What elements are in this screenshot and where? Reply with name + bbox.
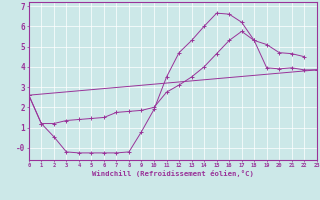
X-axis label: Windchill (Refroidissement éolien,°C): Windchill (Refroidissement éolien,°C)	[92, 170, 254, 177]
